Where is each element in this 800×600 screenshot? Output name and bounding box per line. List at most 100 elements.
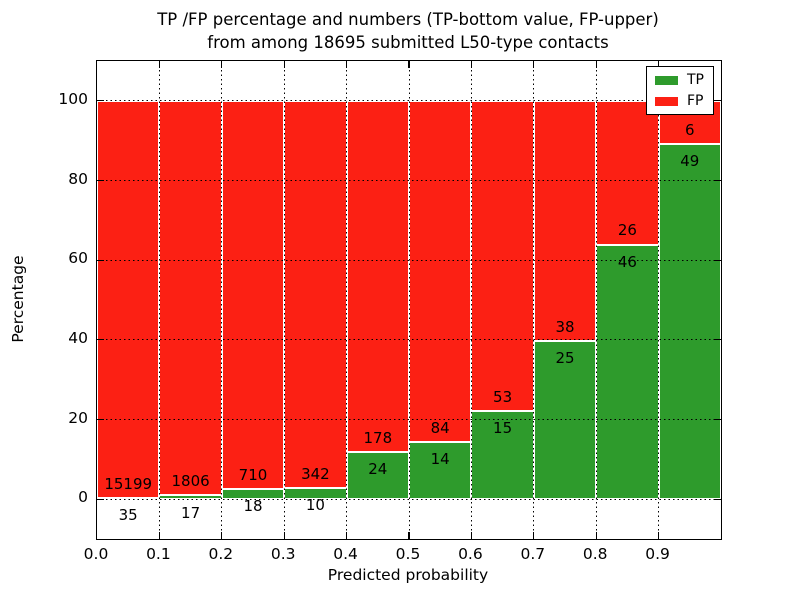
tp-count-label: 49 (680, 152, 700, 171)
x-tick-bottom (221, 532, 223, 539)
y-tick-label: 20 (68, 408, 88, 427)
chart-title: TP /FP percentage and numbers (TP-bottom… (96, 9, 720, 55)
gridline-vertical (346, 61, 348, 539)
gridline-vertical (221, 61, 223, 539)
bar-segment-fp (346, 100, 409, 452)
x-tick-bottom (283, 532, 285, 539)
gridline-vertical (158, 61, 160, 539)
fp-count-label: 6 (685, 120, 695, 139)
y-tick-right (714, 498, 721, 500)
bar-segment-fp (596, 100, 659, 245)
bar-segment-fp (221, 100, 285, 490)
fp-count-label: 710 (238, 465, 268, 484)
x-tick-label: 0.2 (208, 545, 234, 563)
tp-count-label: 25 (555, 349, 575, 368)
fp-count-label: 53 (493, 387, 513, 406)
bar-segment-fp (159, 100, 222, 496)
y-tick-left (97, 100, 104, 102)
x-tick-bottom (533, 532, 535, 539)
x-tick-top (533, 61, 535, 68)
legend-entry: TP (655, 73, 704, 87)
bar-segment-tp (658, 144, 721, 500)
y-tick-left (97, 179, 104, 182)
bar-segment-tp (346, 451, 409, 500)
legend-label: FP (687, 93, 704, 109)
legend-entry: FP (655, 94, 704, 108)
x-tick-label: 0.6 (458, 545, 483, 563)
tp-legend-swatch (655, 75, 678, 85)
x-tick-label: 0.0 (83, 545, 109, 563)
x-tick-top (221, 61, 223, 68)
fp-count-label: 26 (617, 221, 637, 240)
y-tick-label: 60 (68, 249, 88, 268)
x-tick-bottom (595, 532, 597, 539)
x-tick-label: 0.9 (645, 545, 670, 563)
fp-count-label: 178 (363, 428, 393, 447)
tp-count-label: 15 (493, 419, 513, 438)
x-tick-top (345, 61, 348, 68)
x-tick-top (657, 61, 660, 68)
fp-count-label: 15199 (104, 474, 153, 493)
x-tick-bottom (408, 532, 410, 539)
plot-area: 15199 35 1806 17 710 18 342 10 178 24 84 14 53 15 38 25… (96, 60, 722, 540)
y-tick-left (97, 418, 104, 421)
bar-segment-tp (284, 487, 347, 500)
y-tick-label: 80 (68, 169, 88, 188)
tp-count-label: 14 (430, 450, 450, 469)
x-tick-label: 0.4 (333, 545, 358, 563)
x-tick-bottom (470, 532, 473, 539)
fp-count-label: 342 (301, 464, 330, 483)
x-tick-label: 0.1 (146, 545, 171, 563)
y-tick-left (97, 259, 104, 261)
x-tick-label: 0.5 (395, 545, 421, 563)
tp-count-label: 17 (181, 503, 201, 522)
gridline-vertical (408, 61, 410, 539)
x-tick-top (158, 61, 161, 68)
y-tick-right (714, 418, 721, 421)
tp-count-label: 24 (368, 459, 388, 478)
bar-segment-tp (221, 489, 285, 500)
y-tick-right (714, 259, 721, 261)
legend-label: TP (687, 72, 704, 88)
bar-segment-tp (533, 341, 597, 500)
y-tick-label: 0 (78, 488, 88, 507)
tp-count-label: 10 (305, 495, 325, 514)
gridline-vertical (533, 61, 535, 539)
fp-count-label: 84 (430, 418, 450, 437)
x-tick-label: 0.3 (270, 545, 296, 563)
x-tick-top (595, 61, 597, 68)
bar-segment-fp (284, 100, 347, 488)
fp-legend-swatch (655, 96, 678, 106)
bar-segment-tp (409, 442, 472, 500)
y-tick-left (97, 339, 104, 341)
x-tick-top (470, 61, 473, 68)
fp-count-label: 1806 (171, 472, 210, 491)
legend: TP FP (646, 66, 714, 115)
x-tick-bottom (345, 532, 348, 539)
x-axis-label: Predicted probability (327, 566, 489, 584)
fp-count-label: 38 (555, 317, 575, 336)
y-tick-right (714, 179, 721, 182)
gridline-vertical (470, 61, 472, 539)
bar-segment-fp (471, 100, 534, 412)
y-tick-left (97, 498, 104, 500)
y-axis-label: Percentage (9, 255, 27, 343)
y-tick-label: 100 (58, 89, 88, 108)
x-tick-label: 0.8 (582, 545, 608, 563)
tp-count-label: 46 (617, 252, 637, 271)
chart-title-line2: from among 18695 submitted L50-type cont… (207, 32, 609, 52)
bar-segment-fp (409, 100, 472, 443)
tp-count-label: 35 (118, 506, 138, 525)
gridline-vertical (658, 61, 660, 539)
gridline-vertical (595, 61, 597, 539)
x-tick-bottom (657, 532, 660, 539)
bar-segment-tp (596, 244, 659, 500)
bar-segment-fp (533, 100, 597, 342)
y-tick-right (714, 100, 721, 102)
x-tick-top (283, 61, 285, 68)
chart-title-line1: TP /FP percentage and numbers (TP-bottom… (157, 10, 659, 29)
x-tick-bottom (158, 532, 161, 539)
gridline-vertical (283, 61, 285, 539)
x-tick-top (408, 61, 410, 68)
